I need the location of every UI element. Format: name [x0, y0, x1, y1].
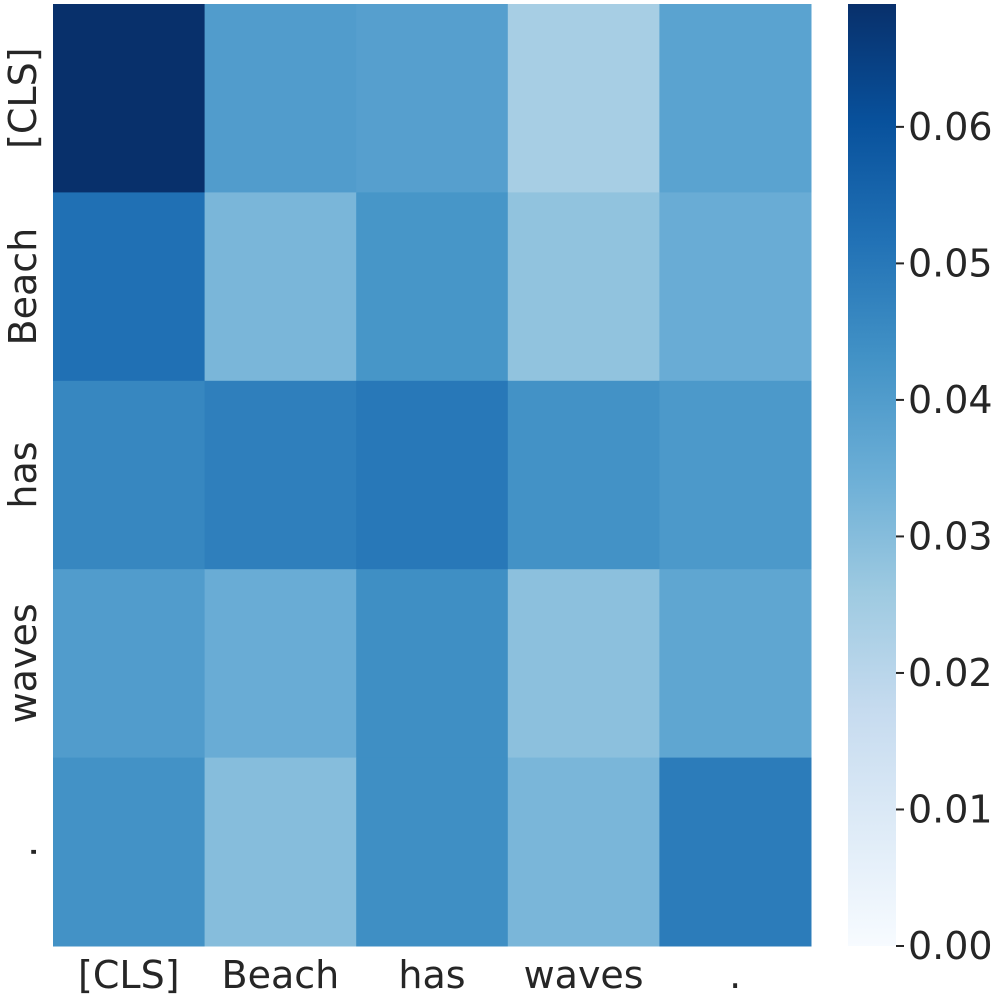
heatmap-cell-r2-c1: [204, 380, 357, 570]
heatmap-cell-r1-c4: [659, 192, 812, 382]
heatmap-cell-r0-c2: [356, 4, 509, 193]
heatmap-cell-r0-c3: [507, 4, 660, 193]
heatmap-cell-r4-c3: [507, 757, 660, 947]
heatmap-cell-r2-c3: [507, 380, 660, 570]
colorbar-tick-label-2: 0.02: [908, 651, 993, 695]
heatmap-cell-r1-c2: [356, 192, 509, 382]
colorbar-tick-label-5: 0.05: [908, 241, 993, 285]
x-tick-label-4: .: [729, 953, 741, 997]
heatmap-cell-r0-c1: [204, 4, 357, 193]
x-tick-label-2: has: [398, 953, 465, 997]
heatmap-cell-r1-c1: [204, 192, 357, 382]
colorbar-tick-label-0: 0.00: [908, 924, 993, 968]
x-tick-label-1: Beach: [222, 953, 340, 997]
heatmap-cell-r3-c3: [507, 569, 660, 759]
heatmap-cell-r4-c0: [53, 757, 206, 947]
colorbar-tick-label-3: 0.03: [908, 514, 993, 558]
y-tick-labels: [CLS] Beach has waves.: [1, 47, 45, 857]
colorbar-tick-label-1: 0.01: [908, 787, 993, 831]
heatmap-cell-r4-c4: [659, 757, 812, 947]
heatmap-cell-r2-c2: [356, 380, 509, 570]
x-tick-label-0: [CLS]: [78, 953, 179, 997]
heatmap-cell-r1-c3: [507, 192, 660, 382]
colorbar: [848, 4, 896, 946]
heatmap-cell-r3-c2: [356, 569, 509, 759]
colorbar-ticks: 0.00 0.01 0.02 0.03 0.04 0.05 0.06: [896, 105, 993, 968]
y-tick-label-3: waves: [1, 603, 45, 723]
y-tick-label-0: [CLS]: [1, 47, 45, 148]
heatmap-cell-r1-c0: [53, 192, 206, 382]
heatmap-cell-r2-c4: [659, 380, 812, 570]
heatmap-cell-r2-c0: [53, 380, 206, 570]
heatmap-cell-r0-c0: [53, 4, 206, 193]
heatmap-cell-r0-c4: [659, 4, 812, 193]
x-tick-labels: [CLS] Beach has waves.: [78, 953, 741, 997]
colorbar-tick-label-4: 0.04: [908, 378, 993, 422]
colorbar-tick-label-6: 0.06: [908, 105, 993, 149]
heatmap-cell-r3-c4: [659, 569, 812, 759]
heatmap-cell-r3-c1: [204, 569, 357, 759]
heatmap-cell-r4-c2: [356, 757, 509, 947]
heatmap-cells: [53, 4, 812, 947]
x-tick-label-3: waves: [524, 953, 644, 997]
heatmap-cell-r4-c1: [204, 757, 357, 947]
heatmap-cell-r3-c0: [53, 569, 206, 759]
y-tick-label-2: has: [1, 441, 45, 508]
y-tick-label-4: .: [1, 846, 45, 858]
y-tick-label-1: Beach: [1, 228, 45, 346]
